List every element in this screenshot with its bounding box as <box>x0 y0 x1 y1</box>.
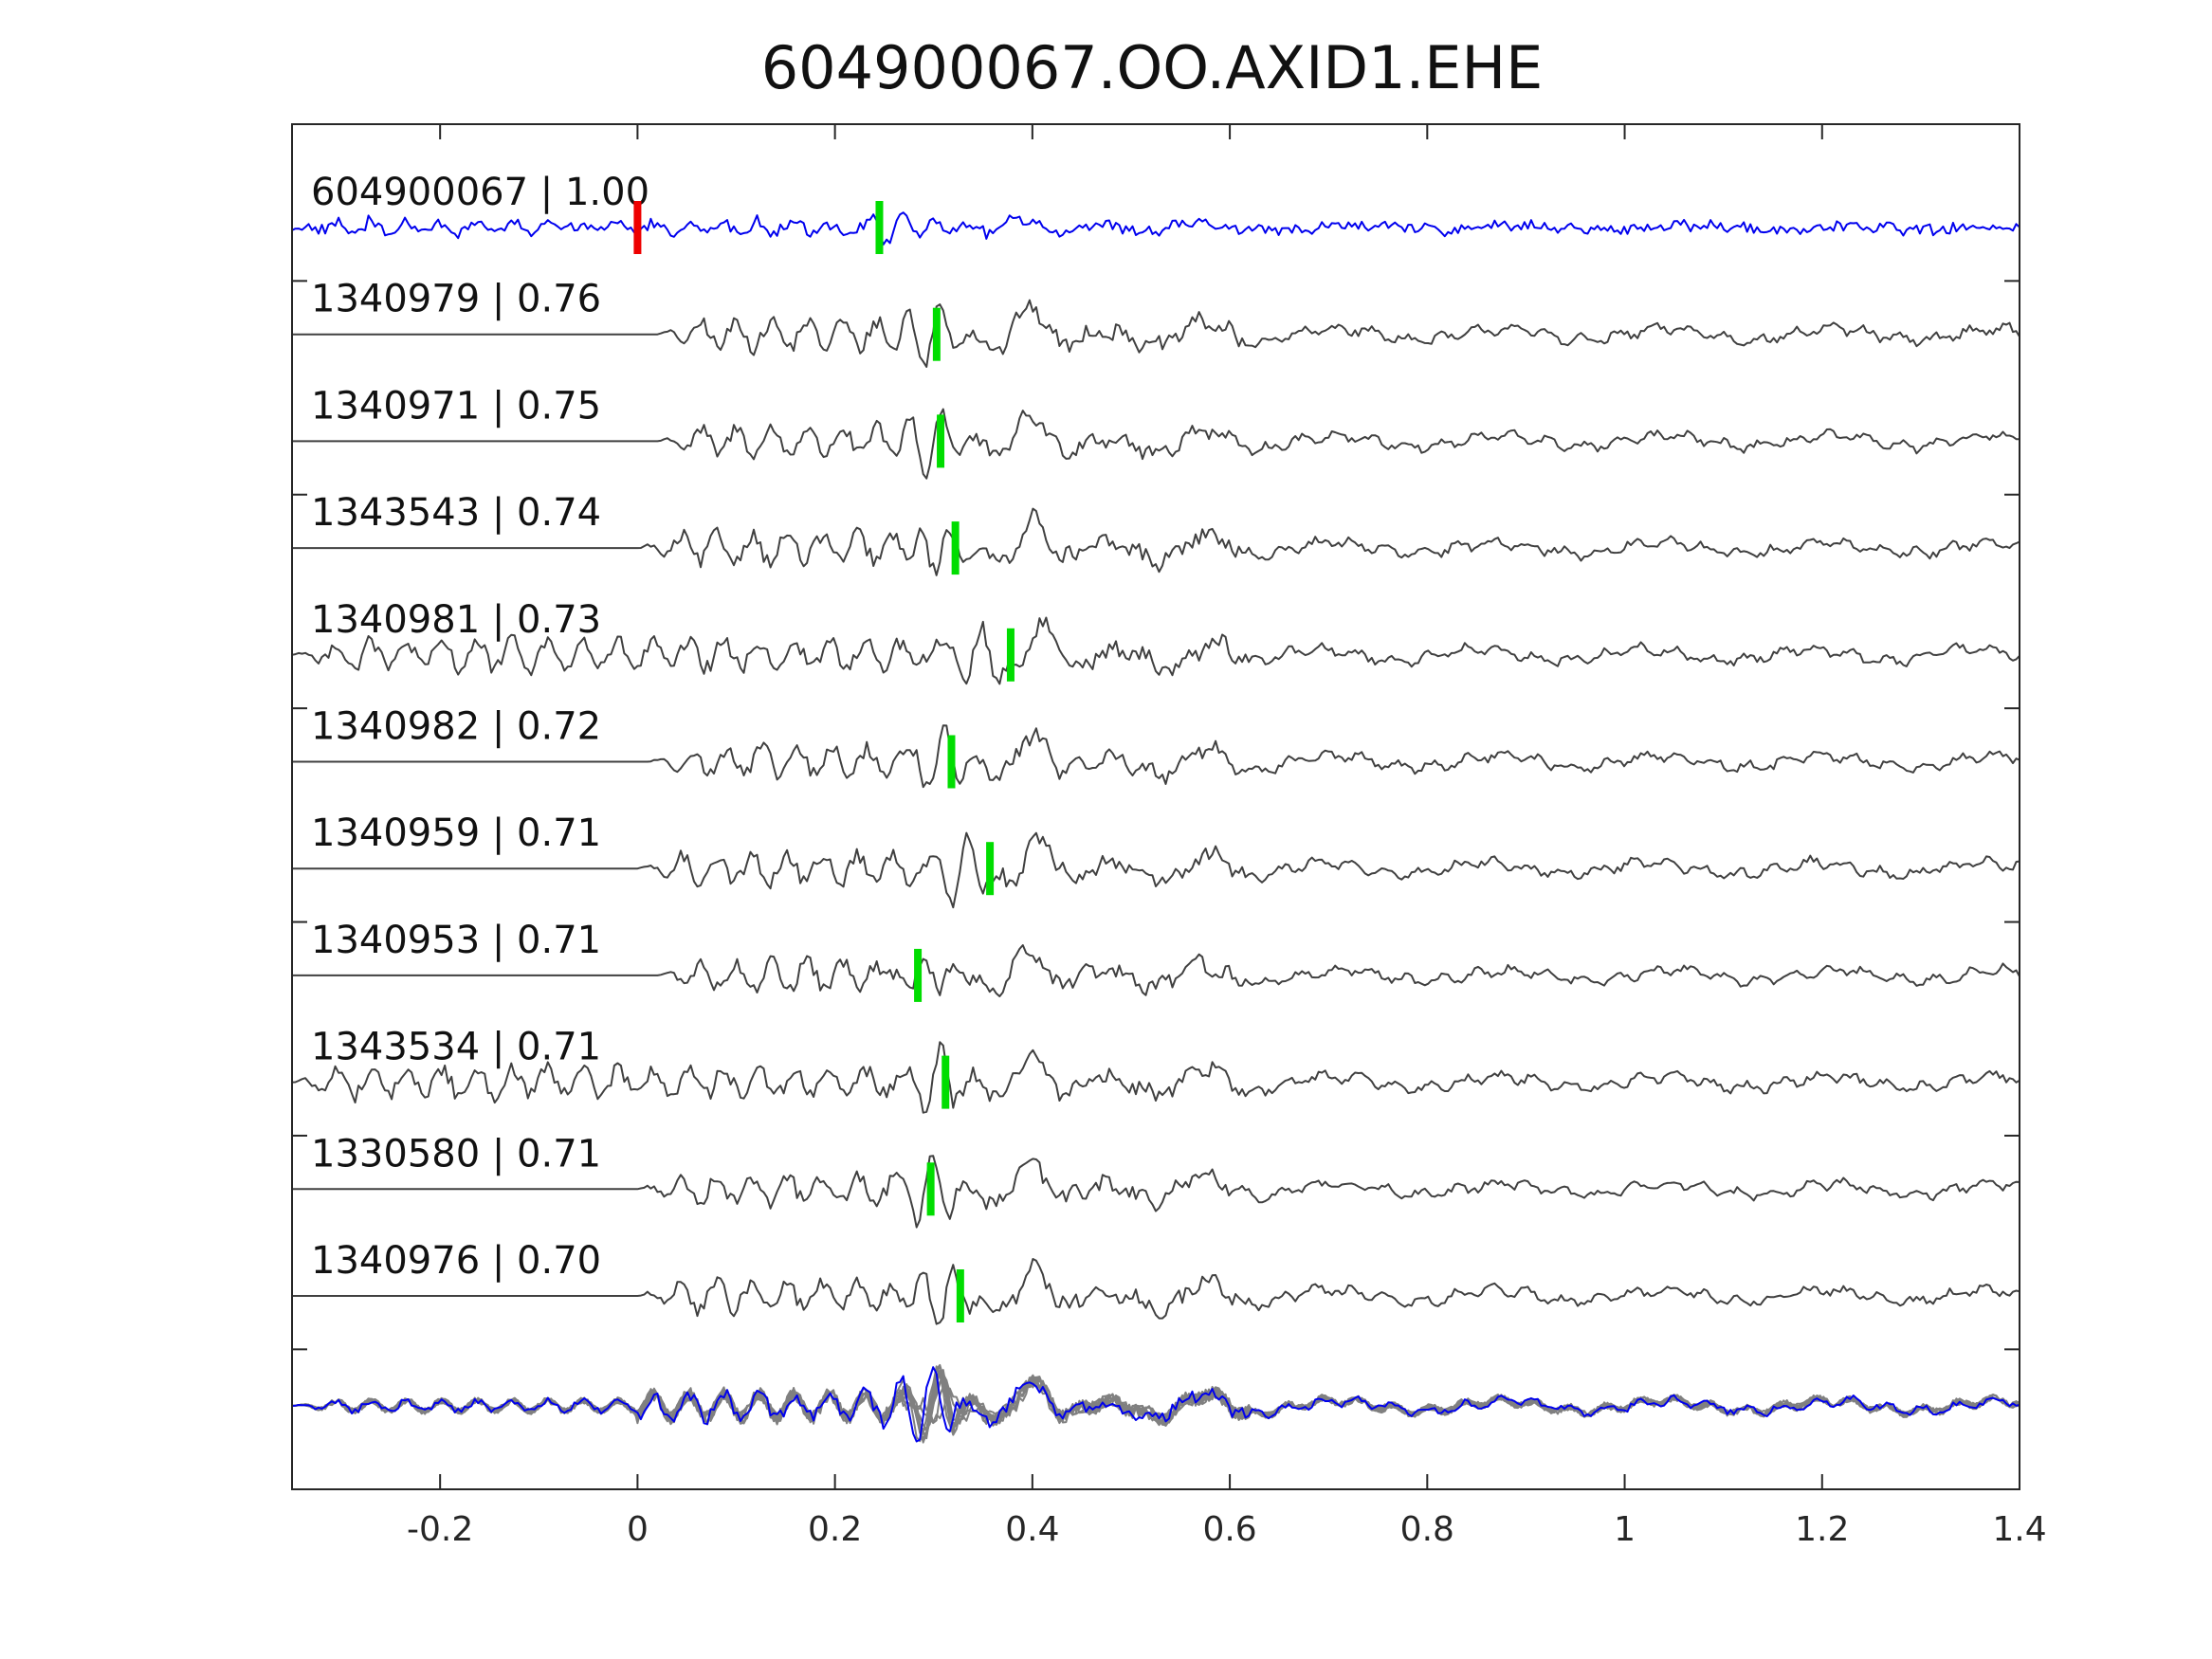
trace-label-604900067-1-00: 604900067 | 1.00 <box>311 171 649 214</box>
pick-marker-1343543-0-74 <box>951 521 960 575</box>
stack-line-1340979-0-76 <box>291 1369 2020 1442</box>
reference-marker-604900067-1-00 <box>633 201 642 254</box>
trace-label-1340976-0-70: 1340976 | 0.70 <box>311 1239 601 1283</box>
trace-line-1343543-0-74 <box>292 507 2020 576</box>
x-tick-label: 0 <box>627 1510 649 1549</box>
trace-label-1340953-0-71: 1340953 | 0.71 <box>311 919 601 962</box>
trace-line-1330580-0-71 <box>292 1155 2020 1229</box>
trace-label-1340971-0-75: 1340971 | 0.75 <box>311 384 601 428</box>
trace-line-1340976-0-70 <box>292 1258 2020 1325</box>
stack-line-604900067-1-00 <box>291 1366 2020 1443</box>
trace-line-604900067-1-00 <box>291 211 2020 246</box>
axes-box <box>291 123 2020 1490</box>
trace-line-1340979-0-76 <box>292 299 2020 368</box>
trace-label-1330580-0-71: 1330580 | 0.71 <box>311 1132 601 1176</box>
trace-line-1340981-0-73 <box>291 616 2020 685</box>
x-tick-label: 0.6 <box>1202 1510 1256 1549</box>
trace-group <box>291 211 2020 1325</box>
trace-label-1343543-0-74: 1343543 | 0.74 <box>311 491 601 535</box>
x-tick-label: 1.4 <box>1992 1510 2046 1549</box>
trace-label-1340979-0-76: 1340979 | 0.76 <box>311 278 601 321</box>
x-tick-label: 0.8 <box>1400 1510 1454 1549</box>
trace-line-1340959-0-71 <box>292 831 2020 909</box>
trace-line-1343534-0-71 <box>291 1041 2020 1114</box>
x-tick-label: -0.2 <box>407 1510 473 1549</box>
pick-marker-group <box>633 201 1015 1322</box>
pick-marker-1340982-0-72 <box>947 735 956 789</box>
pick-marker-604900067-1-00 <box>875 201 884 254</box>
chart-title: 604900067.OO.AXID1.EHE <box>761 33 1544 102</box>
trace-line-1340971-0-75 <box>292 408 2020 480</box>
pick-marker-1340979-0-76 <box>932 307 941 361</box>
pick-marker-1340976-0-70 <box>956 1269 964 1322</box>
trace-line-1340982-0-72 <box>292 724 2020 789</box>
x-tick-label: 0.4 <box>1005 1510 1059 1549</box>
pick-marker-1343534-0-71 <box>941 1055 950 1109</box>
pick-marker-1340959-0-71 <box>986 842 995 896</box>
stack-group <box>291 1363 2020 1444</box>
pick-marker-1330580-0-71 <box>926 1162 935 1216</box>
axis-ticks-group: -0.2 0 0.2 0.4 0.6 0.8 1 1.2 1.4 <box>292 124 2047 1549</box>
x-tick-label: 1.2 <box>1795 1510 1849 1549</box>
trace-line-1340953-0-71 <box>292 944 2020 997</box>
trace-label-group: 604900067 | 1.00 1340979 | 0.76 1340971 | … <box>311 171 649 1283</box>
trace-label-1340959-0-71: 1340959 | 0.71 <box>311 811 601 855</box>
x-tick-label: 1 <box>1614 1510 1636 1549</box>
trace-label-1340982-0-72: 1340982 | 0.72 <box>311 705 601 749</box>
pick-marker-1340981-0-73 <box>1006 628 1015 682</box>
trace-label-1340981-0-73: 1340981 | 0.73 <box>311 598 601 642</box>
trace-label-1343534-0-71: 1343534 | 0.71 <box>311 1026 601 1069</box>
x-tick-label: 0.2 <box>808 1510 862 1549</box>
pick-marker-1340971-0-75 <box>937 414 945 468</box>
pick-marker-1340953-0-71 <box>914 948 923 1002</box>
